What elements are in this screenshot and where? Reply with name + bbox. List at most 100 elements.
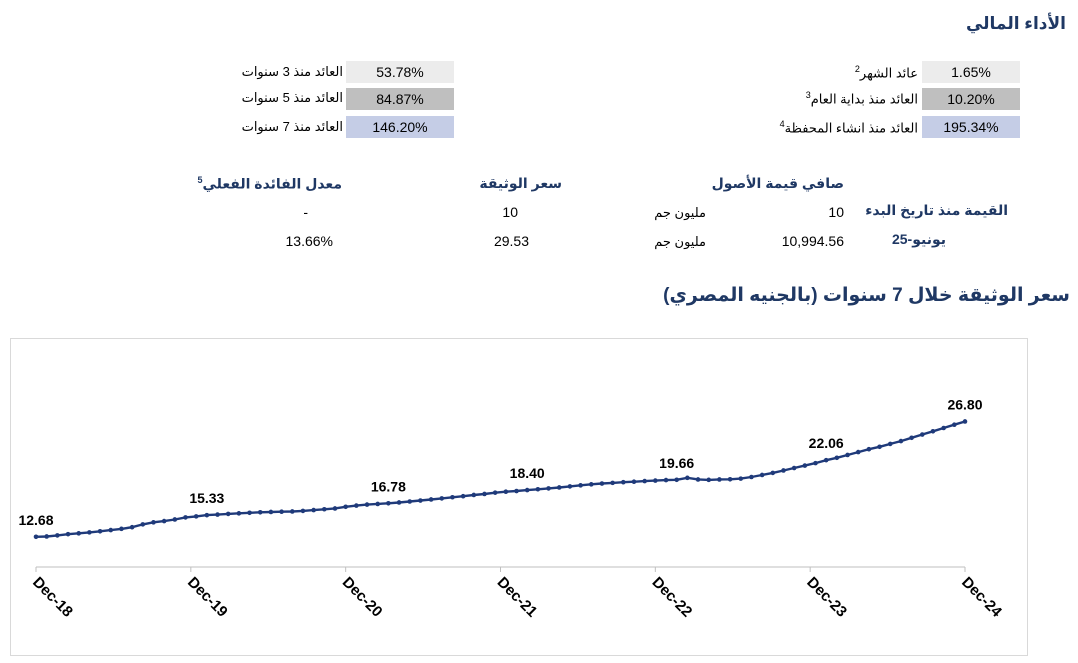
data-label: 16.78: [371, 478, 406, 494]
price-point: [183, 515, 188, 520]
price-point: [610, 480, 615, 486]
price-point: [866, 446, 872, 452]
price-point: [193, 514, 199, 519]
price-point: [172, 517, 178, 522]
price-point: [556, 485, 562, 490]
price-point: [578, 483, 583, 488]
data-label: 12.68: [18, 512, 53, 528]
price-point: [418, 498, 423, 503]
price-point: [97, 529, 103, 534]
chart-frame: Dec-18 Dec-19 Dec-20 Dec-21 Dec-22 Dec-23 Dec-…: [10, 338, 1028, 656]
row-label-since-start: القيمة منذ تاريخ البدء: [865, 202, 1008, 218]
header-nav: صافي قيمة الأصول: [711, 175, 844, 191]
price-point: [428, 497, 434, 502]
perf-value-inception: 195.34%: [922, 116, 1020, 138]
price-point: [257, 509, 263, 515]
perf-label-3y: العائد منذ 3 سنوات: [241, 64, 343, 79]
price-line-chart: Dec-18 Dec-19 Dec-20 Dec-21 Dec-22 Dec-23 Dec-…: [18, 396, 1005, 621]
price-point: [471, 492, 477, 498]
price-point: [845, 452, 850, 458]
price-point: [225, 511, 231, 517]
price-point: [129, 524, 135, 530]
perf-value-month: 1.65%: [922, 61, 1020, 83]
data-label: 22.06: [809, 435, 844, 451]
price-point: [599, 481, 605, 486]
price-point: [364, 502, 370, 507]
price-point: [76, 531, 82, 536]
price-point: [268, 509, 274, 515]
price-point: [738, 476, 744, 481]
nav-value-start: 10: [828, 204, 844, 220]
price-point: [546, 486, 551, 491]
price-point: [663, 477, 669, 483]
price-point: [930, 428, 936, 434]
data-label: 26.80: [947, 396, 982, 412]
perf-label-ytd: العائد منذ بداية العام3: [805, 90, 918, 107]
perf-value-ytd: 10.20%: [922, 88, 1020, 110]
price-point: [855, 449, 861, 455]
price-point: [952, 422, 957, 428]
perf-value-7y: 146.20%: [346, 116, 454, 138]
price-point: [108, 527, 114, 533]
price-point: [759, 472, 765, 478]
price-point: [717, 477, 722, 482]
price-point: [674, 477, 679, 483]
price-point: [450, 494, 455, 500]
price-point: [503, 489, 509, 494]
price-point: [439, 496, 445, 501]
x-tick-label: Dec-19: [184, 574, 231, 621]
price-series-line: [35, 420, 966, 538]
price-point: [898, 438, 904, 444]
price-point: [706, 477, 712, 483]
price-point: [770, 470, 776, 476]
price-point: [375, 501, 381, 507]
price-point: [140, 522, 146, 527]
price-point: [620, 479, 626, 485]
perf-label-7y: العائد منذ 7 سنوات: [241, 119, 343, 134]
price-point: [332, 506, 338, 511]
price-point: [802, 463, 808, 468]
price-point: [289, 509, 295, 514]
header-price: سعر الوثيقة: [479, 175, 562, 191]
price-point: [887, 441, 893, 447]
price-point: [119, 526, 124, 532]
price-point: [204, 512, 210, 518]
data-label: 19.66: [659, 455, 694, 471]
nav-value-current: 10,994.56: [781, 233, 844, 249]
price-point: [727, 476, 733, 482]
price-point: [749, 474, 754, 480]
price-point: [877, 444, 882, 450]
price-point: [919, 432, 925, 437]
price-point: [482, 491, 487, 497]
header-rate: معدل الفائدة الفعلي5: [197, 175, 342, 192]
x-tick-label: Dec-22: [649, 574, 696, 621]
unit-start: مليون جم: [654, 205, 706, 220]
price-point: [514, 488, 519, 494]
price-point: [161, 518, 167, 524]
price-point: [44, 534, 49, 539]
x-tick-label: Dec-18: [29, 574, 76, 621]
row-label-date: يونيو-25: [891, 231, 946, 247]
price-value-current: 29.53: [493, 233, 529, 249]
price-point: [834, 455, 840, 461]
data-label: 15.33: [189, 490, 224, 506]
x-tick-label: Dec-24: [958, 574, 1005, 621]
price-point: [386, 500, 391, 506]
perf-label-month: عائد الشهر2: [854, 64, 918, 81]
perf-value-3y: 53.78%: [346, 61, 454, 83]
price-point: [247, 510, 252, 516]
x-tick-label: Dec-23: [803, 574, 850, 621]
price-point: [631, 479, 637, 485]
price-point: [460, 493, 466, 499]
price-point: [87, 530, 92, 535]
price-point: [535, 486, 541, 492]
price-point: [781, 468, 786, 473]
price-point: [492, 490, 498, 495]
price-point: [685, 475, 690, 481]
rate-value-current: 13.66%: [285, 233, 333, 249]
x-tick-label: Dec-20: [339, 574, 386, 621]
price-point: [279, 509, 284, 515]
price-point: [588, 482, 594, 487]
perf-label-5y: العائد منذ 5 سنوات: [241, 90, 343, 105]
price-point: [33, 534, 39, 540]
